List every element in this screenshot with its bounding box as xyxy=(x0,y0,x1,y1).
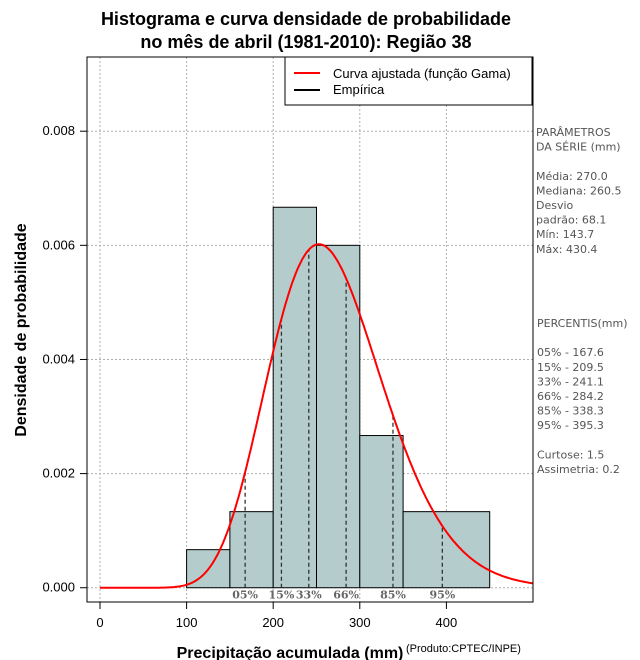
y-axis: 0.000 0.002 0.004 0.006 0.008 xyxy=(42,123,88,595)
percentile-label-95%: 95% xyxy=(429,589,455,602)
percentis-line-6: 85% - 338.3 xyxy=(537,405,604,418)
params-line-3: Média: 270.0 xyxy=(536,170,608,183)
percentile-label-66%: 66% xyxy=(333,589,359,602)
y-tick-label-1: 0.002 xyxy=(42,466,75,481)
series-parameters-panel: PARÂMETROS DA SÉRIE (mm) Média: 270.0Medi… xyxy=(536,126,621,256)
percentis-line-2: 05% - 167.6 xyxy=(537,346,604,359)
percentile-label-15%: 15% xyxy=(269,589,295,602)
params-line-1: DA SÉRIE (mm) xyxy=(536,141,621,154)
product-credit: (Produto:CPTEC/INPE) xyxy=(406,643,521,655)
gamma-curve xyxy=(100,243,534,589)
percentile-markers: 05% 15% 33% 66% 85% 95% xyxy=(232,249,456,602)
histogram-bar-5 xyxy=(402,511,491,589)
percentis-line-4: 33% - 241.1 xyxy=(537,375,604,388)
histogram-bar-1 xyxy=(229,511,274,589)
legend-label-curve: Curva ajustada (função Gama) xyxy=(333,66,511,81)
params-line-0: PARÂMETROS xyxy=(536,126,611,139)
x-tick-label-0: 0 xyxy=(96,615,103,630)
y-tick-label-2: 0.004 xyxy=(42,351,75,366)
x-tick-label-2: 200 xyxy=(262,615,284,630)
params-line-5: Desvio xyxy=(536,199,574,212)
percentis-line-5: 66% - 284.2 xyxy=(537,390,604,403)
percentis-line-9: Curtose: 1.5 xyxy=(537,448,604,461)
params-line-4: Mediana: 260.5 xyxy=(536,184,621,197)
percentis-line-0: PERCENTIS(mm) xyxy=(537,317,628,330)
histogram-bar-4 xyxy=(359,435,404,589)
y-tick-label-4: 0.008 xyxy=(42,123,75,138)
params-line-7: Mín: 143.7 xyxy=(536,228,594,241)
percentis-line-3: 15% - 209.5 xyxy=(537,361,604,374)
params-line-6: padrão: 68.1 xyxy=(536,214,606,227)
x-axis-label: Precipitação acumulada (mm) xyxy=(177,645,404,660)
histogram-bar-3 xyxy=(315,244,361,589)
histogram-bars xyxy=(186,206,491,589)
x-axis: 0 100 200 300 400 xyxy=(96,601,458,630)
y-tick-label-3: 0.006 xyxy=(42,237,75,252)
x-tick-label-1: 100 xyxy=(176,615,198,630)
x-tick-label-4: 400 xyxy=(436,615,458,630)
legend-box xyxy=(284,56,533,106)
chart-title-line-2: no mês de abril (1981-2010): Região 38 xyxy=(140,32,471,52)
percentis-line-7: 95% - 395.3 xyxy=(537,419,604,432)
y-tick-label-0: 0.000 xyxy=(42,580,75,595)
percentiles-panel: PERCENTIS(mm) 05% - 167.6 15% - 209.533% -… xyxy=(537,317,628,476)
gamma-curve-line xyxy=(100,243,534,589)
chart-title-line-1: Histograma e curva densidade de probabil… xyxy=(101,9,511,29)
legend: Curva ajustada (função Gama) Empírica xyxy=(284,56,533,106)
params-line-8: Máx: 430.4 xyxy=(536,243,597,256)
x-tick-label-3: 300 xyxy=(349,615,371,630)
percentile-label-85%: 85% xyxy=(380,589,406,602)
legend-label-empirica: Empírica xyxy=(333,82,385,97)
percentile-label-05%: 05% xyxy=(232,589,258,602)
y-axis-label: Densidade de probabilidade xyxy=(13,223,30,436)
percentile-label-33%: 33% xyxy=(296,589,322,602)
percentis-line-10: Assimetria: 0.2 xyxy=(537,463,620,476)
histogram-bar-2 xyxy=(272,206,317,589)
